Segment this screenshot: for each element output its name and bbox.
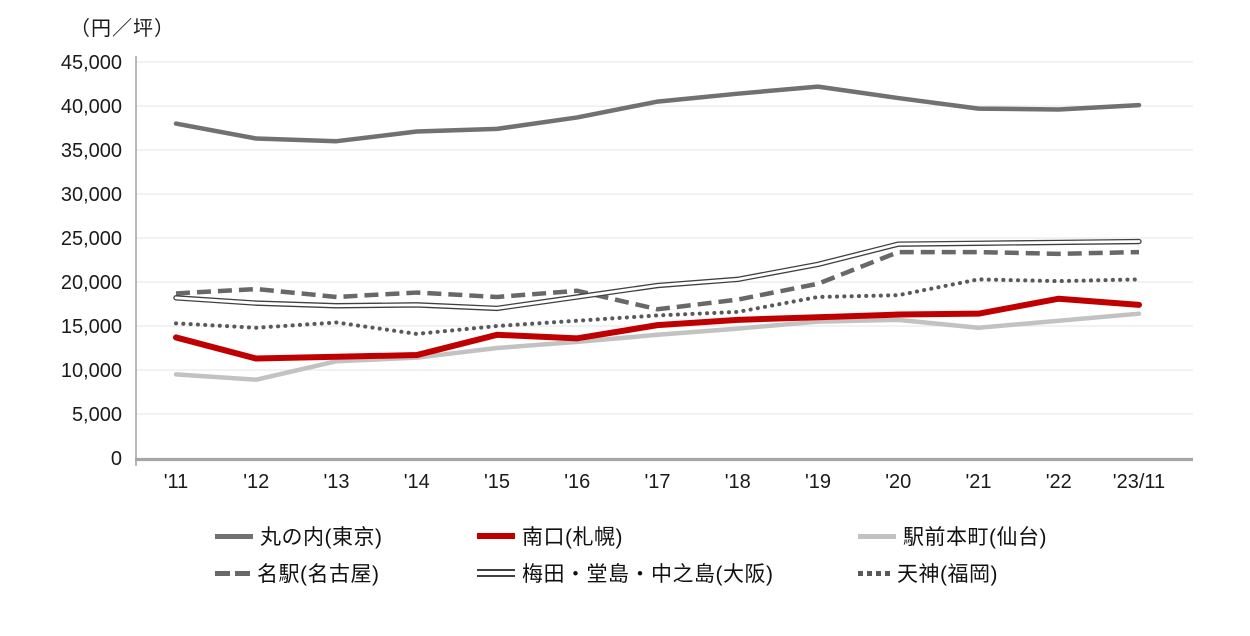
y-axis-tick-label: 40,000 [61, 96, 122, 118]
x-axis-tick-label: '20 [885, 471, 911, 493]
x-axis-tick-label: '21 [965, 471, 991, 493]
x-axis-tick-label: '23/11 [1113, 471, 1165, 493]
x-axis-tick-label: '15 [484, 471, 510, 493]
legend-item-3: 名駅(名古屋) [215, 559, 380, 587]
x-axis-tick-label: '19 [805, 471, 831, 493]
legend-swatch-solid [477, 533, 515, 539]
series-line-1 [173, 295, 1142, 362]
legend-swatch-dashed [215, 570, 250, 576]
legend-label: 丸の内(東京) [260, 526, 383, 549]
x-axis-tick-label: '18 [725, 471, 751, 493]
legend-label: 天神(福岡) [897, 563, 998, 586]
series-line-0 [173, 84, 1142, 144]
legend-swatch-solid [858, 533, 896, 539]
x-axis-tick-label: '17 [644, 471, 670, 493]
y-axis-tick-label: 20,000 [61, 272, 122, 294]
legend-item-1: 南口(札幌) [477, 522, 623, 550]
y-axis-tick-label: 25,000 [61, 228, 122, 250]
chart-legend: 丸の内(東京) 南口(札幌) 駅前本町(仙台) 名駅(名古屋) 梅田・堂島・中之島(大阪… [0, 0, 1250, 586]
legend-swatch-solid [215, 533, 253, 539]
x-axis-tick-label: '13 [323, 471, 349, 493]
legend-item-0: 丸の内(東京) [215, 522, 383, 550]
legend-swatch-double [477, 569, 515, 577]
x-axis-tick-label: '11 [164, 471, 189, 493]
legend-label: 南口(札幌) [522, 526, 623, 549]
y-axis-tick-label: 30,000 [61, 184, 122, 206]
y-axis-tick-label: 35,000 [61, 140, 122, 162]
series-line-5 [174, 277, 1141, 336]
series-line-2 [173, 311, 1142, 382]
series-line-inner-4 [174, 240, 1141, 310]
legend-item-4: 梅田・堂島・中之島(大阪) [477, 559, 774, 587]
legend-label: 梅田・堂島・中之島(大阪) [522, 563, 774, 586]
x-axis-tick-label: '22 [1046, 471, 1072, 493]
legend-item-5: 天神(福岡) [858, 559, 998, 587]
y-axis-tick-label: 5,000 [72, 404, 122, 426]
x-axis-tick-label: '16 [564, 471, 590, 493]
y-axis-tick-label: 0 [111, 448, 122, 470]
y-axis-tick-label: 10,000 [61, 360, 122, 382]
series-line-3 [175, 249, 1140, 312]
x-axis-tick-label: '12 [243, 471, 269, 493]
x-axis-tick-label: '14 [404, 471, 430, 493]
legend-item-2: 駅前本町(仙台) [858, 522, 1047, 550]
legend-swatch-dotted [858, 570, 890, 576]
y-axis-tick-label: 15,000 [61, 316, 122, 338]
legend-label: 駅前本町(仙台) [903, 526, 1047, 549]
y-axis-tick-label: 45,000 [61, 52, 122, 74]
legend-label: 名駅(名古屋) [257, 563, 380, 586]
y-axis-unit-label: （円／坪） [70, 18, 175, 40]
